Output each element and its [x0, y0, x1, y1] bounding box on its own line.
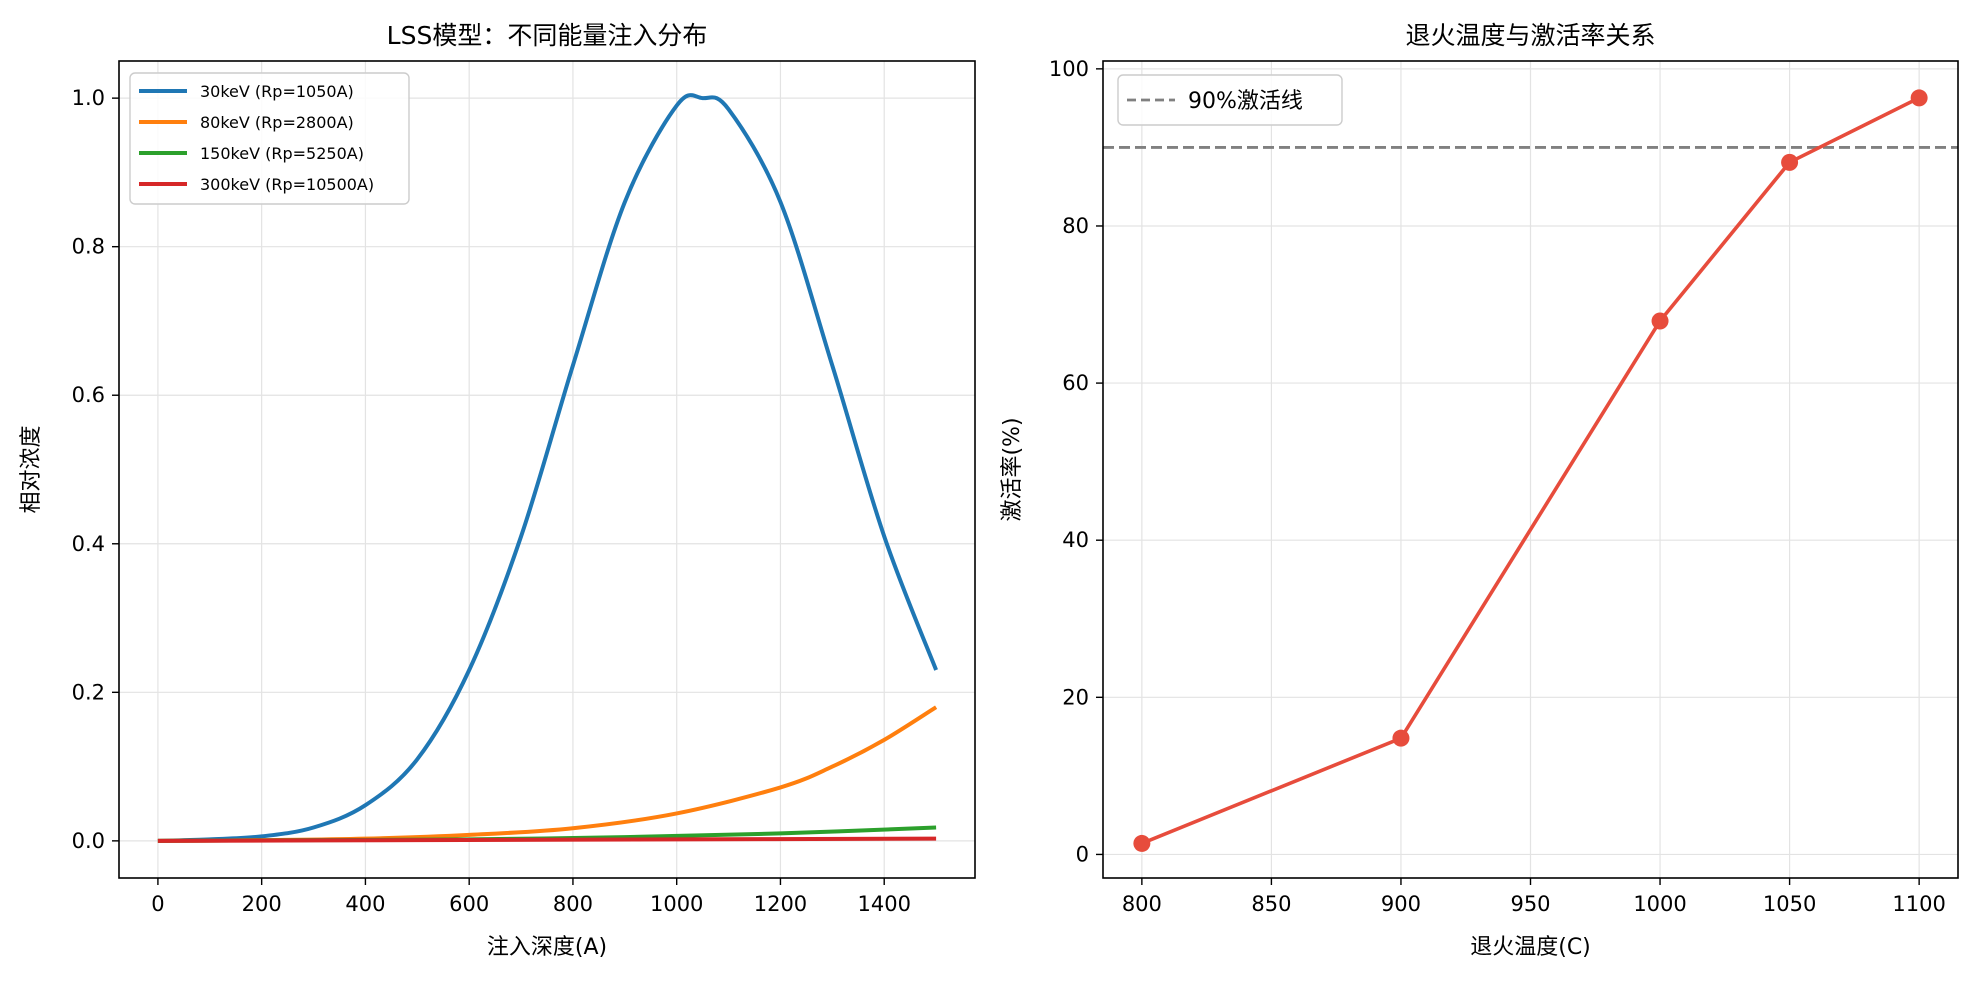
- legend-label: 80keV (Rp=2800A): [200, 113, 354, 132]
- y-tick-label: 0.4: [72, 532, 105, 556]
- x-axis-title: 退火温度(C): [1470, 935, 1591, 960]
- series-line-1: [157, 93, 938, 843]
- y-tick-label: 60: [1062, 371, 1089, 395]
- legend-label: 150keV (Rp=5250A): [200, 144, 364, 163]
- axes-frame: [118, 60, 976, 879]
- legend-box: [129, 72, 410, 205]
- x-tick-label: 0: [151, 892, 164, 916]
- y-tick-label: 20: [1062, 685, 1089, 709]
- y-tick-label: 0.8: [72, 235, 105, 259]
- y-tick-label: 1.0: [72, 86, 105, 110]
- y-tick-label: 100: [1049, 57, 1089, 81]
- y-axis-title: 相对浓度: [19, 425, 44, 513]
- x-tick-label: 800: [1122, 892, 1162, 916]
- legend-box: [1117, 74, 1343, 126]
- y-tick-label: 40: [1062, 528, 1089, 552]
- data-point: [1910, 89, 1928, 107]
- y-tick-label: 80: [1062, 214, 1089, 238]
- plot-title: 退火温度与激活率关系: [1405, 21, 1655, 50]
- legend-label: 90%激活线: [1188, 89, 1303, 114]
- plot-panel-2: 800 850 900 950 1000 1050 1100 0 20 40 60 80 100 退火温度…: [1000, 21, 1959, 960]
- legend-label: 30keV (Rp=1050A): [200, 82, 354, 101]
- data-point: [1651, 312, 1669, 330]
- x-tick-label: 1200: [754, 892, 807, 916]
- data-layer: [1103, 89, 1958, 852]
- x-tick-label: 400: [345, 892, 385, 916]
- legend: 90%激活线: [1117, 74, 1343, 126]
- x-tick-label: 1050: [1763, 892, 1816, 916]
- data-layer: [157, 93, 938, 843]
- grid-lines: [1103, 61, 1958, 878]
- x-tick-label: 900: [1381, 892, 1421, 916]
- x-tick-label: 1000: [650, 892, 703, 916]
- x-tick-label: 850: [1251, 892, 1291, 916]
- x-tick-label: 800: [553, 892, 593, 916]
- series-line-4: [157, 836, 937, 843]
- y-tick-label: 0.0: [72, 829, 105, 853]
- x-axis-title: 注入深度(A): [487, 935, 607, 960]
- y-tick-label: 0.6: [72, 383, 105, 407]
- x-tick-label: 1400: [857, 892, 910, 916]
- plot-panel-1: 0 200 400 600 800 1000 1200 1400 0.0 0.2 0.4 0.6 0.8…: [19, 21, 976, 960]
- x-tick-label: 950: [1510, 892, 1550, 916]
- plot-title: LSS模型：不同能量注入分布: [387, 21, 708, 50]
- x-tick-label: 1100: [1892, 892, 1945, 916]
- x-tick-label: 200: [242, 892, 282, 916]
- data-point: [1133, 834, 1151, 852]
- y-axis-title: 激活率(%): [1000, 417, 1025, 521]
- y-tick-label: 0: [1076, 842, 1089, 866]
- x-tick-label: 1000: [1633, 892, 1686, 916]
- data-point: [1392, 729, 1410, 747]
- y-tick-label: 0.2: [72, 680, 105, 704]
- x-tick-label: 600: [449, 892, 489, 916]
- data-point: [1781, 153, 1799, 171]
- legend-label: 300keV (Rp=10500A): [200, 175, 374, 194]
- legend: 30keV (Rp=1050A) 80keV (Rp=2800A) 150keV (…: [129, 72, 410, 205]
